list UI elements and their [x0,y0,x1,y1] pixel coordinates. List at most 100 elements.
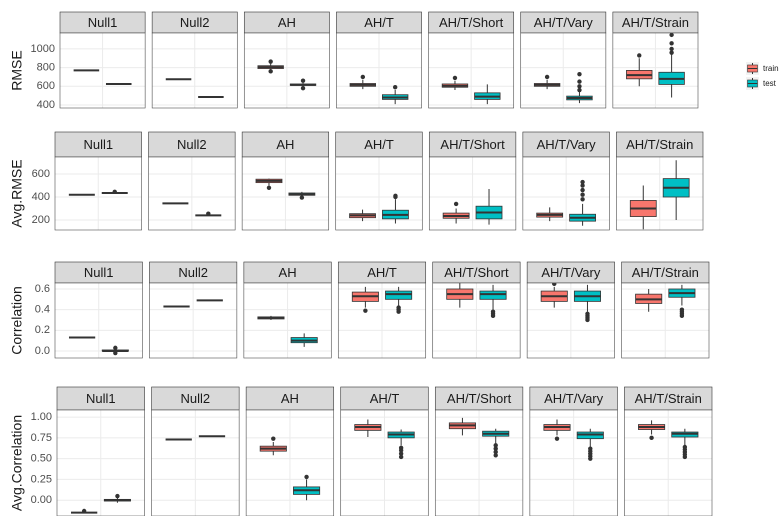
outlier [304,474,309,480]
outlier [580,183,585,188]
y-tick-label: 800 [37,62,55,74]
y-axis-label: Correlation [9,286,25,354]
outlier [393,193,398,199]
facet-panel: AH [241,131,330,231]
outlier [649,435,654,441]
y-tick-label: 0.75 [31,432,52,444]
panel-border [148,156,236,231]
y-tick-label: 400 [37,99,55,111]
outlier [580,197,585,202]
panel-border [520,32,607,109]
outlier [112,189,117,195]
panel-content [149,283,237,358]
strip-label: AH/T/Strain [635,391,702,406]
panel-content [429,157,516,230]
panel-border [616,156,704,231]
panel-border [54,156,142,231]
facet-panel: AH/T/Short [434,386,524,516]
outlier [493,453,498,458]
panel-content [612,33,698,108]
panel-content [55,283,143,358]
strip-label: AH/T/Strain [622,15,689,30]
facet-panel: AH/T/Vary [522,131,610,231]
outlier [266,185,272,191]
outlier [268,59,273,64]
facet-panel: AH/T/Vary [520,11,607,109]
strip-label: AH/T/Vary [541,265,600,280]
outlier [577,84,582,89]
strip [241,131,330,158]
strip-label: AH/T/Vary [544,391,603,406]
outlier [360,74,366,80]
y-tick-label: 600 [37,80,55,92]
facet-panel: AH/T/Strain [624,386,713,516]
panel-content [527,283,615,358]
panel-content [520,33,606,108]
panel-content [428,33,514,108]
strip-label: AH [279,265,297,280]
y-tick-label: 0.25 [31,473,52,485]
facet-panel: Null2 [151,386,240,516]
y-tick-label: 1.00 [31,411,52,423]
panel-content [246,410,334,516]
strip-label: AH [278,15,296,30]
strip [522,131,610,158]
outlier [392,85,398,90]
facet-panel: Null1 [54,131,142,231]
panel-border [151,409,240,516]
panel-border [621,282,710,359]
facet-panel: AH/T/Short [428,131,517,231]
outlier [115,493,120,499]
panel-border [149,282,238,359]
legend-label: train [763,64,779,73]
strip [428,131,517,158]
y-axis-label: Avg.RMSE [9,159,25,227]
outlier [113,350,118,356]
facet-panel: AH/T [337,261,427,359]
panel-content [242,157,329,230]
panel-content [522,157,610,230]
panel-border [336,32,422,109]
outlier [113,345,118,351]
panel-border [243,32,330,109]
panel-content [432,283,521,358]
outlier [268,69,273,74]
y-tick-label: 1000 [31,43,55,55]
panel-content [336,33,422,108]
box [479,290,507,300]
outlier [554,436,560,441]
panel-content [55,157,142,230]
outlier [669,50,674,55]
outlier [398,445,404,451]
strip-label: AH/T/Strain [626,137,693,152]
panel-border [529,409,618,516]
facet-panel: Null1 [54,261,143,359]
box [385,290,413,300]
outlier [588,446,593,451]
facet-panel: AH [245,386,335,516]
strip [148,131,236,158]
panel-content [148,157,236,230]
strip-label: AH/T [364,137,394,152]
outlier [398,454,404,460]
strip-label: AH/T/Vary [537,137,596,152]
outlier [299,195,305,200]
outlier [580,192,585,197]
panel-border [241,156,330,231]
outlier [493,446,498,451]
panel-border [522,156,610,231]
y-tick-label: 400 [32,191,50,203]
y-tick-label: 0.2 [35,324,50,336]
y-tick-label: 0.4 [35,304,50,316]
panel-border [245,409,335,516]
facet-panel: AH/T [335,131,423,231]
panel-border [335,156,423,231]
facet-panel: AH/T/Strain [612,11,699,109]
facet-panel: Null2 [149,261,238,359]
outlier [493,449,498,455]
legend-label: test [763,79,777,88]
panel-border [243,282,332,359]
strip-label: AH/T [367,265,397,280]
panel-border [337,282,427,359]
